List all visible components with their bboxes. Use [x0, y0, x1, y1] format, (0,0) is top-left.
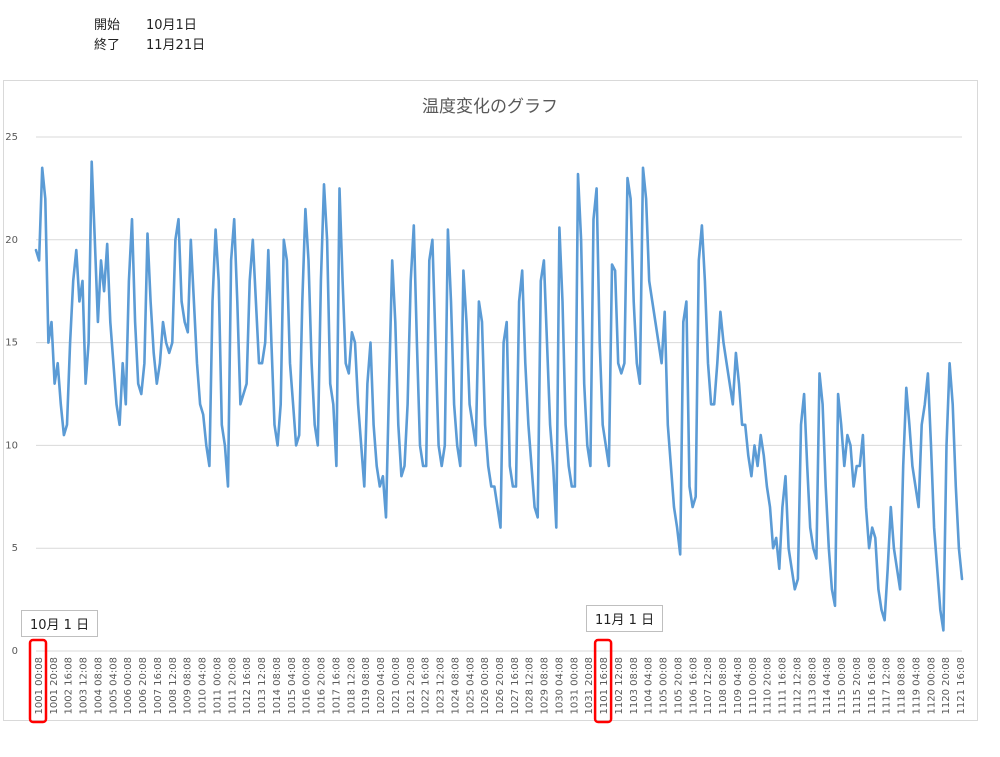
x-tick-label: 1109 04:08: [733, 657, 744, 714]
x-tick-label: 1002 16:08: [64, 657, 75, 714]
chart-title: 温度変化のグラフ: [422, 97, 558, 117]
x-tick-label: 1019 08:08: [361, 657, 372, 714]
x-tick-label: 1115 20:08: [852, 657, 863, 714]
x-tick-label: 1008 12:08: [168, 657, 179, 714]
x-tick-label: 1110 20:08: [763, 657, 774, 714]
x-tick-label: 1005 04:08: [108, 657, 119, 714]
x-tick-label: 1027 16:08: [510, 657, 521, 714]
x-tick-label: 1031 00:08: [569, 657, 580, 714]
y-tick-label: 5: [12, 543, 18, 554]
x-tick-label: 1009 08:08: [183, 657, 194, 714]
series-line-0: [34, 160, 964, 632]
x-tick-label: 1011 00:08: [212, 657, 223, 714]
x-tick-label: 1001 20:08: [49, 657, 60, 714]
x-tick-label: 1014 08:08: [272, 657, 283, 714]
x-tick-label: 1006 20:08: [138, 657, 149, 714]
y-tick-label: 10: [5, 440, 18, 451]
x-tick-label: 1026 20:08: [495, 657, 506, 714]
x-tick-label: 1120 00:08: [926, 657, 937, 714]
x-tick-label: 1105 20:08: [673, 657, 684, 714]
end-label: 終了: [94, 38, 121, 53]
chart-frame: [3, 80, 978, 721]
x-tick-label: 1118 08:08: [897, 657, 908, 714]
x-tick-label: 1113 08:08: [807, 657, 818, 714]
x-tick-label: 1010 04:08: [198, 657, 209, 714]
annotation-oct1: 10月 1 日: [21, 610, 99, 637]
x-tick-label: 1006 00:08: [123, 657, 134, 714]
x-tick-label: 1004 08:08: [93, 657, 104, 714]
grid-lines: [36, 136, 962, 652]
x-tick-label: 1015 04:08: [287, 657, 298, 714]
x-axis-ticks: 1001 00:08 1001 20:08 1002 16:08 1003 12:08…: [34, 657, 967, 714]
start-row: 開始 10月1日: [94, 16, 205, 36]
x-tick-label: 1112 12:08: [792, 657, 803, 714]
y-tick-label: 20: [5, 235, 18, 246]
x-tick-label: 1103 08:08: [629, 657, 640, 714]
x-tick-label: 1020 04:08: [376, 657, 387, 714]
x-tick-label: 1003 12:08: [79, 657, 90, 714]
end-value: 11月21日: [146, 38, 206, 53]
series-group: [34, 160, 964, 632]
x-tick-label: 1023 12:08: [436, 657, 447, 714]
x-tick-label: 1115 00:08: [837, 657, 848, 714]
x-tick-label: 1029 08:08: [540, 657, 551, 714]
start-value: 10月1日: [146, 18, 197, 33]
x-tick-label: 1013 12:08: [257, 657, 268, 714]
x-tick-label: 1022 16:08: [421, 657, 432, 714]
y-tick-label: 15: [5, 338, 18, 349]
x-tick-label: 1007 16:08: [153, 657, 164, 714]
x-tick-label: 1107 12:08: [703, 657, 714, 714]
x-tick-label: 1026 00:08: [480, 657, 491, 714]
x-tick-label: 1101 16:08: [599, 657, 610, 714]
x-tick-label: 1105 00:08: [659, 657, 670, 714]
tick-highlight-box: [28, 638, 48, 724]
x-tick-label: 1021 00:08: [391, 657, 402, 714]
x-tick-label: 1001 00:08: [34, 657, 45, 714]
end-row: 終了 11月21日: [94, 36, 205, 56]
x-tick-label: 1024 08:08: [450, 657, 461, 714]
x-tick-label: 1016 20:08: [317, 657, 328, 714]
x-tick-label: 1028 12:08: [525, 657, 536, 714]
x-tick-label: 1121 16:08: [956, 657, 967, 714]
y-axis-ticks: 0 5 10 15 20 25: [5, 132, 18, 657]
x-tick-label: 1030 04:08: [554, 657, 565, 714]
start-label: 開始: [94, 18, 121, 33]
x-tick-label: 1102 12:08: [614, 657, 625, 714]
annotation-nov1: 11月 1 日: [586, 605, 664, 632]
date-range-header: 開始 10月1日 終了 11月21日: [94, 16, 205, 56]
x-tick-label: 1018 12:08: [346, 657, 357, 714]
x-tick-label: 1016 00:08: [302, 657, 313, 714]
x-tick-label: 1108 08:08: [718, 657, 729, 714]
x-tick-label: 1117 12:08: [882, 657, 893, 714]
x-tick-label: 1106 16:08: [688, 657, 699, 714]
x-tick-label: 1021 20:08: [406, 657, 417, 714]
x-tick-label: 1017 16:08: [331, 657, 342, 714]
x-tick-label: 1120 20:08: [941, 657, 952, 714]
x-tick-label: 1012 16:08: [242, 657, 253, 714]
x-tick-label: 1025 04:08: [465, 657, 476, 714]
y-tick-label: 0: [12, 646, 18, 657]
x-tick-label: 1011 20:08: [227, 657, 238, 714]
tick-highlight-box: [593, 638, 613, 724]
x-tick-label: 1110 00:08: [748, 657, 759, 714]
x-tick-label: 1116 16:08: [867, 657, 878, 714]
x-tick-label: 1119 04:08: [911, 657, 922, 714]
x-tick-label: 1111 16:08: [778, 657, 789, 714]
x-tick-label: 1104 04:08: [644, 657, 655, 714]
x-tick-label: 1114 04:08: [822, 657, 833, 714]
tick-highlights: [28, 638, 613, 724]
x-tick-label: 1031 20:08: [584, 657, 595, 714]
y-tick-label: 25: [5, 132, 18, 143]
